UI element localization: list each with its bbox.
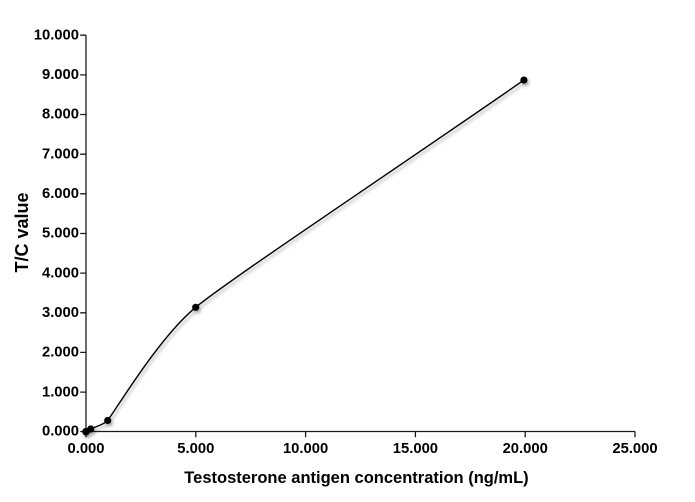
svg-text:Testosterone antigen concentra: Testosterone antigen concentration (ng/m… (184, 469, 528, 487)
svg-text:7.000: 7.000 (42, 146, 79, 162)
svg-text:10.000: 10.000 (283, 441, 328, 457)
svg-text:5.000: 5.000 (42, 226, 79, 242)
svg-text:6.000: 6.000 (42, 186, 79, 202)
svg-text:0.000: 0.000 (42, 424, 79, 440)
svg-text:1.000: 1.000 (42, 384, 79, 400)
svg-text:9.000: 9.000 (42, 67, 79, 83)
svg-text:T/C value: T/C value (12, 192, 32, 272)
svg-text:3.000: 3.000 (42, 305, 79, 321)
svg-text:8.000: 8.000 (42, 107, 79, 123)
svg-text:10.000: 10.000 (34, 27, 79, 43)
svg-text:15.000: 15.000 (393, 441, 438, 457)
svg-text:2.000: 2.000 (42, 345, 79, 361)
svg-text:0.000: 0.000 (67, 441, 104, 457)
svg-text:5.000: 5.000 (177, 441, 214, 457)
svg-text:4.000: 4.000 (42, 265, 79, 281)
svg-text:25.000: 25.000 (612, 441, 657, 457)
svg-text:20.000: 20.000 (503, 441, 548, 457)
